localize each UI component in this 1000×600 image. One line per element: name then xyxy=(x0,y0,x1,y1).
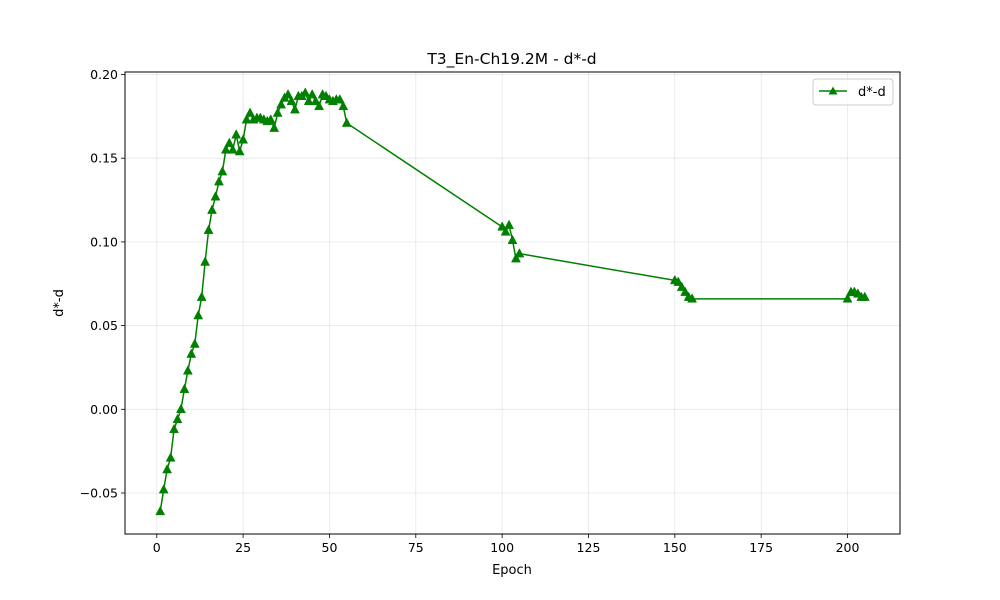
data-point-marker xyxy=(207,204,217,214)
y-tick-label: 0.00 xyxy=(90,402,118,417)
legend-label: d*-d xyxy=(858,85,886,100)
y-tick-label: 0.10 xyxy=(90,234,118,249)
data-point-marker xyxy=(217,166,228,176)
x-tick-label: 175 xyxy=(749,540,773,555)
data-point-marker xyxy=(842,293,853,303)
data-point-marker xyxy=(303,95,314,106)
data-point-marker xyxy=(176,403,186,414)
data-point-marker xyxy=(497,221,508,231)
x-tick-label: 75 xyxy=(408,540,424,555)
data-point-marker xyxy=(307,89,318,99)
data-point-marker xyxy=(196,291,207,301)
data-point-marker xyxy=(238,134,249,144)
data-point-marker xyxy=(310,95,321,106)
y-tick-label: 0.15 xyxy=(90,151,118,166)
data-point-marker xyxy=(172,413,183,424)
data-point-marker xyxy=(155,505,166,516)
data-point-marker xyxy=(314,100,325,111)
data-point-marker xyxy=(193,310,204,320)
data-point-marker xyxy=(290,104,300,114)
data-point-marker xyxy=(200,256,211,266)
legend-marker-swatch xyxy=(828,86,838,95)
data-point-marker xyxy=(269,122,280,132)
data-point-marker xyxy=(338,100,349,111)
x-tick-label: 125 xyxy=(577,540,601,555)
legend-box xyxy=(812,78,894,106)
data-point-marker xyxy=(169,423,179,434)
data-point-marker xyxy=(245,107,255,117)
x-tick-label: 0 xyxy=(153,540,161,555)
data-point-marker xyxy=(165,452,176,462)
data-point-marker xyxy=(210,191,221,201)
data-point-marker xyxy=(189,338,200,348)
data-point-marker xyxy=(680,286,691,296)
data-point-marker xyxy=(859,291,870,301)
data-point-marker xyxy=(511,253,521,263)
y-tick-label: 0.20 xyxy=(90,67,118,82)
data-point-marker xyxy=(500,226,511,236)
y-tick-label: −0.05 xyxy=(80,485,118,500)
data-point-marker xyxy=(272,107,283,117)
data-point-marker xyxy=(231,129,242,139)
data-point-marker xyxy=(334,94,345,104)
data-point-marker xyxy=(224,137,235,147)
data-point-marker xyxy=(220,144,231,154)
data-point-marker xyxy=(676,281,687,291)
data-point-marker xyxy=(341,117,352,127)
series-layer xyxy=(155,87,870,516)
data-point-marker xyxy=(214,176,224,186)
data-point-marker xyxy=(673,276,684,286)
data-point-marker xyxy=(186,348,197,358)
y-axis: −0.05 0.00 0.05 0.10 0.15 0.20 xyxy=(80,67,125,500)
data-point-marker xyxy=(203,224,214,234)
data-point-marker xyxy=(283,89,293,99)
grid-lines xyxy=(125,72,900,534)
x-axis: 0 25 50 75 100 125 150 175 200 xyxy=(153,534,860,555)
legend: d*-d xyxy=(812,78,894,106)
x-tick-label: 50 xyxy=(322,540,338,555)
data-point-marker xyxy=(234,145,245,156)
data-point-marker xyxy=(286,95,297,106)
data-point-marker xyxy=(504,219,514,229)
data-point-marker xyxy=(182,365,193,375)
data-point-marker xyxy=(158,484,169,494)
data-point-marker xyxy=(179,383,190,393)
data-point-marker xyxy=(276,99,287,109)
plot-frame xyxy=(124,71,901,535)
x-tick-label: 150 xyxy=(663,540,687,555)
data-point-marker xyxy=(687,293,698,303)
x-tick-label: 100 xyxy=(490,540,514,555)
y-tick-label: 0.05 xyxy=(90,318,118,333)
x-tick-label: 25 xyxy=(235,540,251,555)
data-point-marker xyxy=(514,248,525,258)
data-point-marker xyxy=(162,464,173,474)
data-point-marker xyxy=(265,114,276,124)
data-point-marker xyxy=(241,114,252,124)
data-point-marker xyxy=(300,87,311,97)
data-point-marker xyxy=(227,144,238,154)
x-axis-label: Epoch xyxy=(492,563,532,578)
data-point-marker xyxy=(507,234,518,244)
chart-title: T3_En-Ch19.2M - d*-d xyxy=(426,50,596,69)
y-axis-label: d*-d xyxy=(52,289,67,317)
x-tick-label: 200 xyxy=(836,540,860,555)
